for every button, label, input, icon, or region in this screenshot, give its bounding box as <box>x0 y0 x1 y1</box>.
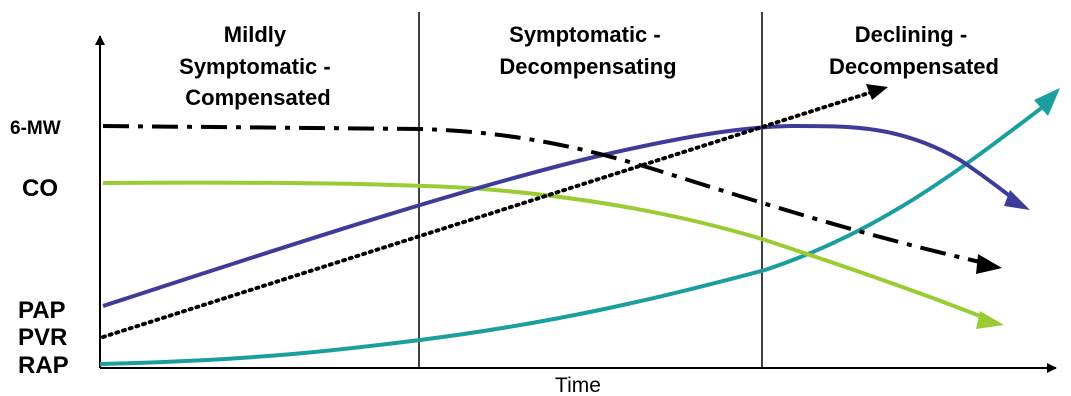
curve-co <box>102 180 991 322</box>
x-axis-label: Time <box>555 374 601 396</box>
curve-rap <box>99 98 1054 366</box>
arrowhead-rap <box>1034 88 1060 116</box>
arrowhead-co <box>976 311 1004 329</box>
label-pap: PAP <box>18 297 66 324</box>
label-co: CO <box>22 175 58 202</box>
phase-3-title: Declining - Decompensated <box>829 22 999 79</box>
label-pvr: PVR <box>18 324 67 351</box>
label-6mw: 6-MW <box>10 118 61 139</box>
arrowhead-pap <box>1004 190 1030 210</box>
label-rap: RAP <box>18 352 69 379</box>
curve-6mw <box>102 124 981 264</box>
curve-pap <box>102 123 1020 308</box>
phase-1-title: Mildly Symptomatic - Compensated <box>179 22 337 110</box>
arrowhead-pvr <box>866 84 888 100</box>
arrowhead-6mw <box>976 254 1002 274</box>
phase-2-title: Symptomatic - Decompensating <box>499 22 676 79</box>
curve-pvr <box>101 90 874 339</box>
